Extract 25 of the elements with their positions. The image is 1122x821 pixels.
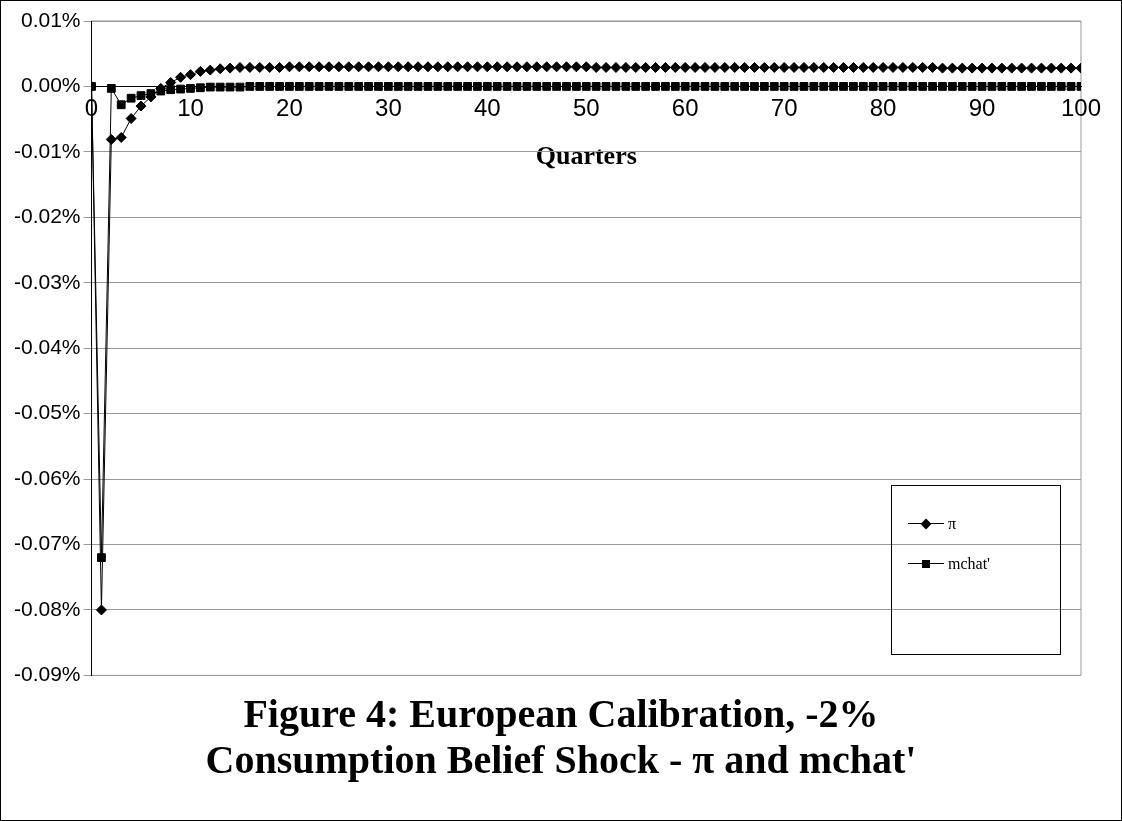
x-tick-label: 50 bbox=[572, 94, 600, 122]
x-tick-label: 20 bbox=[276, 94, 303, 122]
y-tick-label: -0.04% bbox=[13, 335, 81, 358]
x-tick-label: 30 bbox=[375, 94, 402, 122]
y-tick-label: 0.00% bbox=[20, 73, 81, 97]
x-tick-label: 10 bbox=[177, 94, 204, 122]
y-tick-label: -0.06% bbox=[13, 465, 81, 489]
legend-label: mchat' bbox=[948, 555, 990, 574]
y-tick-label: -0.05% bbox=[13, 400, 81, 424]
legend-label: π bbox=[948, 515, 957, 534]
text: Figure 4: European Calibration, -2% Consumption Belief Shock - π and mchat' bbox=[204, 691, 918, 783]
x-tick-label: 40 bbox=[473, 94, 501, 122]
x-tick-label: 100 bbox=[1060, 94, 1102, 122]
x-tick-label: 90 bbox=[968, 94, 996, 122]
x-axis-title: Quarters bbox=[535, 140, 637, 170]
y-tick-label: -0.02% bbox=[13, 204, 81, 228]
x-tick-label: 70 bbox=[770, 94, 798, 122]
x-tick-label: 60 bbox=[671, 94, 699, 122]
y-tick-label: -0.07% bbox=[13, 531, 81, 555]
y-tick-label: -0.08% bbox=[13, 596, 81, 620]
y-tick-label: -0.03% bbox=[13, 269, 81, 293]
y-tick-label: -0.09% bbox=[13, 662, 81, 686]
y-tick-label: 0.01% bbox=[20, 7, 81, 31]
y-tick-label: -0.01% bbox=[13, 138, 81, 162]
x-tick-label: 80 bbox=[869, 94, 897, 122]
